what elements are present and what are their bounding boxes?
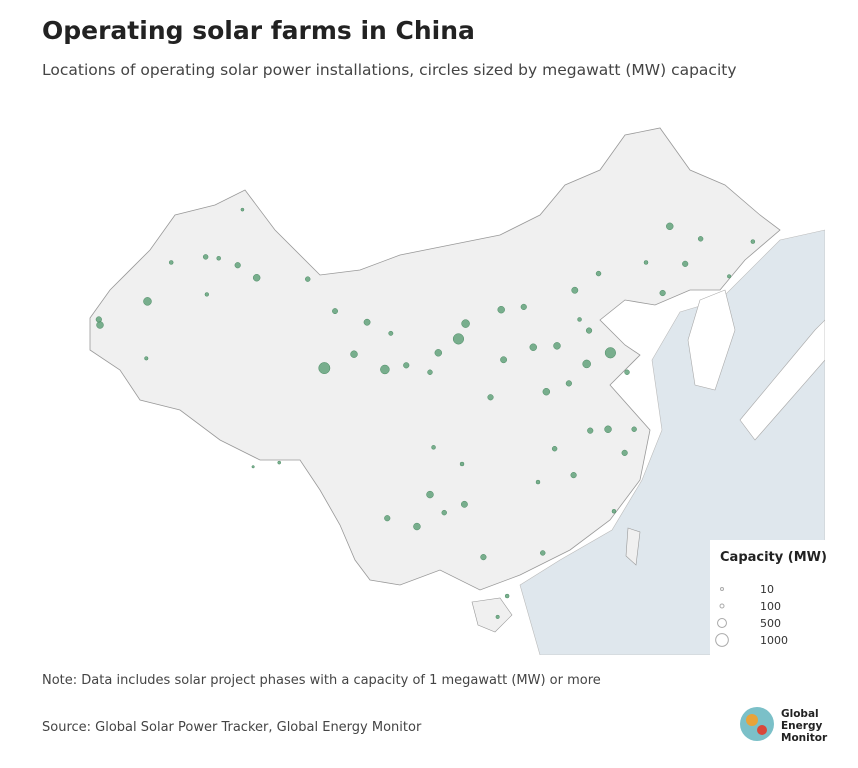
solar-farm (441, 509, 447, 516)
solar-farm (571, 286, 579, 294)
solar-farm (529, 343, 537, 351)
solar-farm (350, 350, 358, 358)
solar-farm (727, 274, 732, 279)
basemap (40, 97, 825, 655)
solar-farm (431, 445, 436, 450)
solar-farm (413, 522, 421, 531)
solar-farm (487, 394, 494, 401)
solar-farm (504, 593, 510, 599)
legend-label: 100 (760, 600, 781, 613)
solar-farm (143, 297, 152, 306)
logo-text: Energy (781, 720, 822, 732)
solar-farm (332, 308, 338, 315)
solar-farm (427, 369, 433, 375)
solar-farm (426, 490, 434, 499)
solar-farm (585, 327, 593, 334)
solar-farm (666, 222, 674, 231)
legend-box (710, 540, 825, 655)
solar-farm (697, 236, 704, 242)
solar-farm (577, 317, 582, 322)
solar-farm (240, 207, 245, 212)
solar-farm (750, 239, 756, 244)
solar-farm (624, 369, 630, 375)
subtitle: Locations of operating solar power insta… (42, 61, 737, 79)
solar-farm (604, 425, 612, 433)
solar-farm (497, 305, 505, 314)
solar-farm (252, 274, 261, 282)
solar-farm (460, 500, 468, 508)
solar-farm (216, 256, 221, 261)
solar-farm (643, 260, 649, 265)
source: Source: Global Solar Power Tracker, Glob… (42, 720, 422, 735)
solar-farm (277, 460, 282, 465)
logo-icon (740, 707, 774, 741)
logo-icon (746, 714, 758, 726)
solar-farm (542, 388, 551, 396)
points (95, 207, 756, 619)
title: Operating solar farms in China (42, 16, 475, 45)
solar-farm (318, 362, 331, 374)
legend-circle (715, 633, 729, 647)
solar-farm (604, 347, 616, 359)
solar-farm (452, 333, 465, 345)
note: Note: Data includes solar project phases… (42, 673, 601, 688)
legend-circle (720, 587, 724, 591)
solar-farm (204, 292, 209, 297)
logo-text: Monitor (781, 732, 828, 744)
legend-circle (717, 618, 727, 628)
solar-farm (582, 359, 591, 369)
solar-farm (553, 342, 561, 350)
solar-farm (144, 356, 149, 361)
legend-circle (719, 603, 725, 609)
solar-farm (234, 262, 241, 269)
solar-farm (96, 321, 104, 329)
solar-farm (587, 427, 594, 434)
legend-title: Capacity (MW) (720, 550, 827, 565)
solar-farm (495, 614, 500, 619)
solar-farm (403, 362, 410, 369)
solar-farm (434, 349, 443, 357)
solar-farm (459, 461, 465, 467)
solar-farm (631, 426, 637, 432)
solar-farm (570, 472, 577, 479)
solar-farm (461, 319, 470, 328)
solar-farm (621, 449, 628, 456)
solar-farm (251, 465, 255, 469)
solar-farm (551, 446, 558, 452)
logo-text: Global (781, 708, 819, 720)
legend-label: 10 (760, 583, 774, 596)
solar-farm (168, 260, 174, 265)
solar-farm (363, 318, 371, 326)
solar-farm (520, 303, 527, 311)
solar-farm (535, 479, 541, 485)
solar-farm (595, 270, 602, 277)
solar-farm (659, 289, 666, 297)
solar-farm (611, 509, 617, 514)
legend: 10 100 500 1000 (715, 583, 788, 647)
legend-label: 500 (760, 617, 781, 630)
legend-label: 1000 (760, 634, 788, 647)
solar-farm (388, 330, 394, 336)
solar-farm (500, 356, 507, 364)
logo-icon (757, 725, 767, 735)
solar-farm (95, 316, 102, 323)
solar-farm (202, 254, 209, 260)
solar-farm (305, 276, 311, 282)
solar-farm (380, 364, 390, 375)
solar-farm (540, 550, 546, 556)
solar-farm (682, 260, 689, 267)
solar-farm (384, 515, 391, 522)
solar-farm (565, 380, 572, 387)
solar-farm (480, 554, 487, 561)
